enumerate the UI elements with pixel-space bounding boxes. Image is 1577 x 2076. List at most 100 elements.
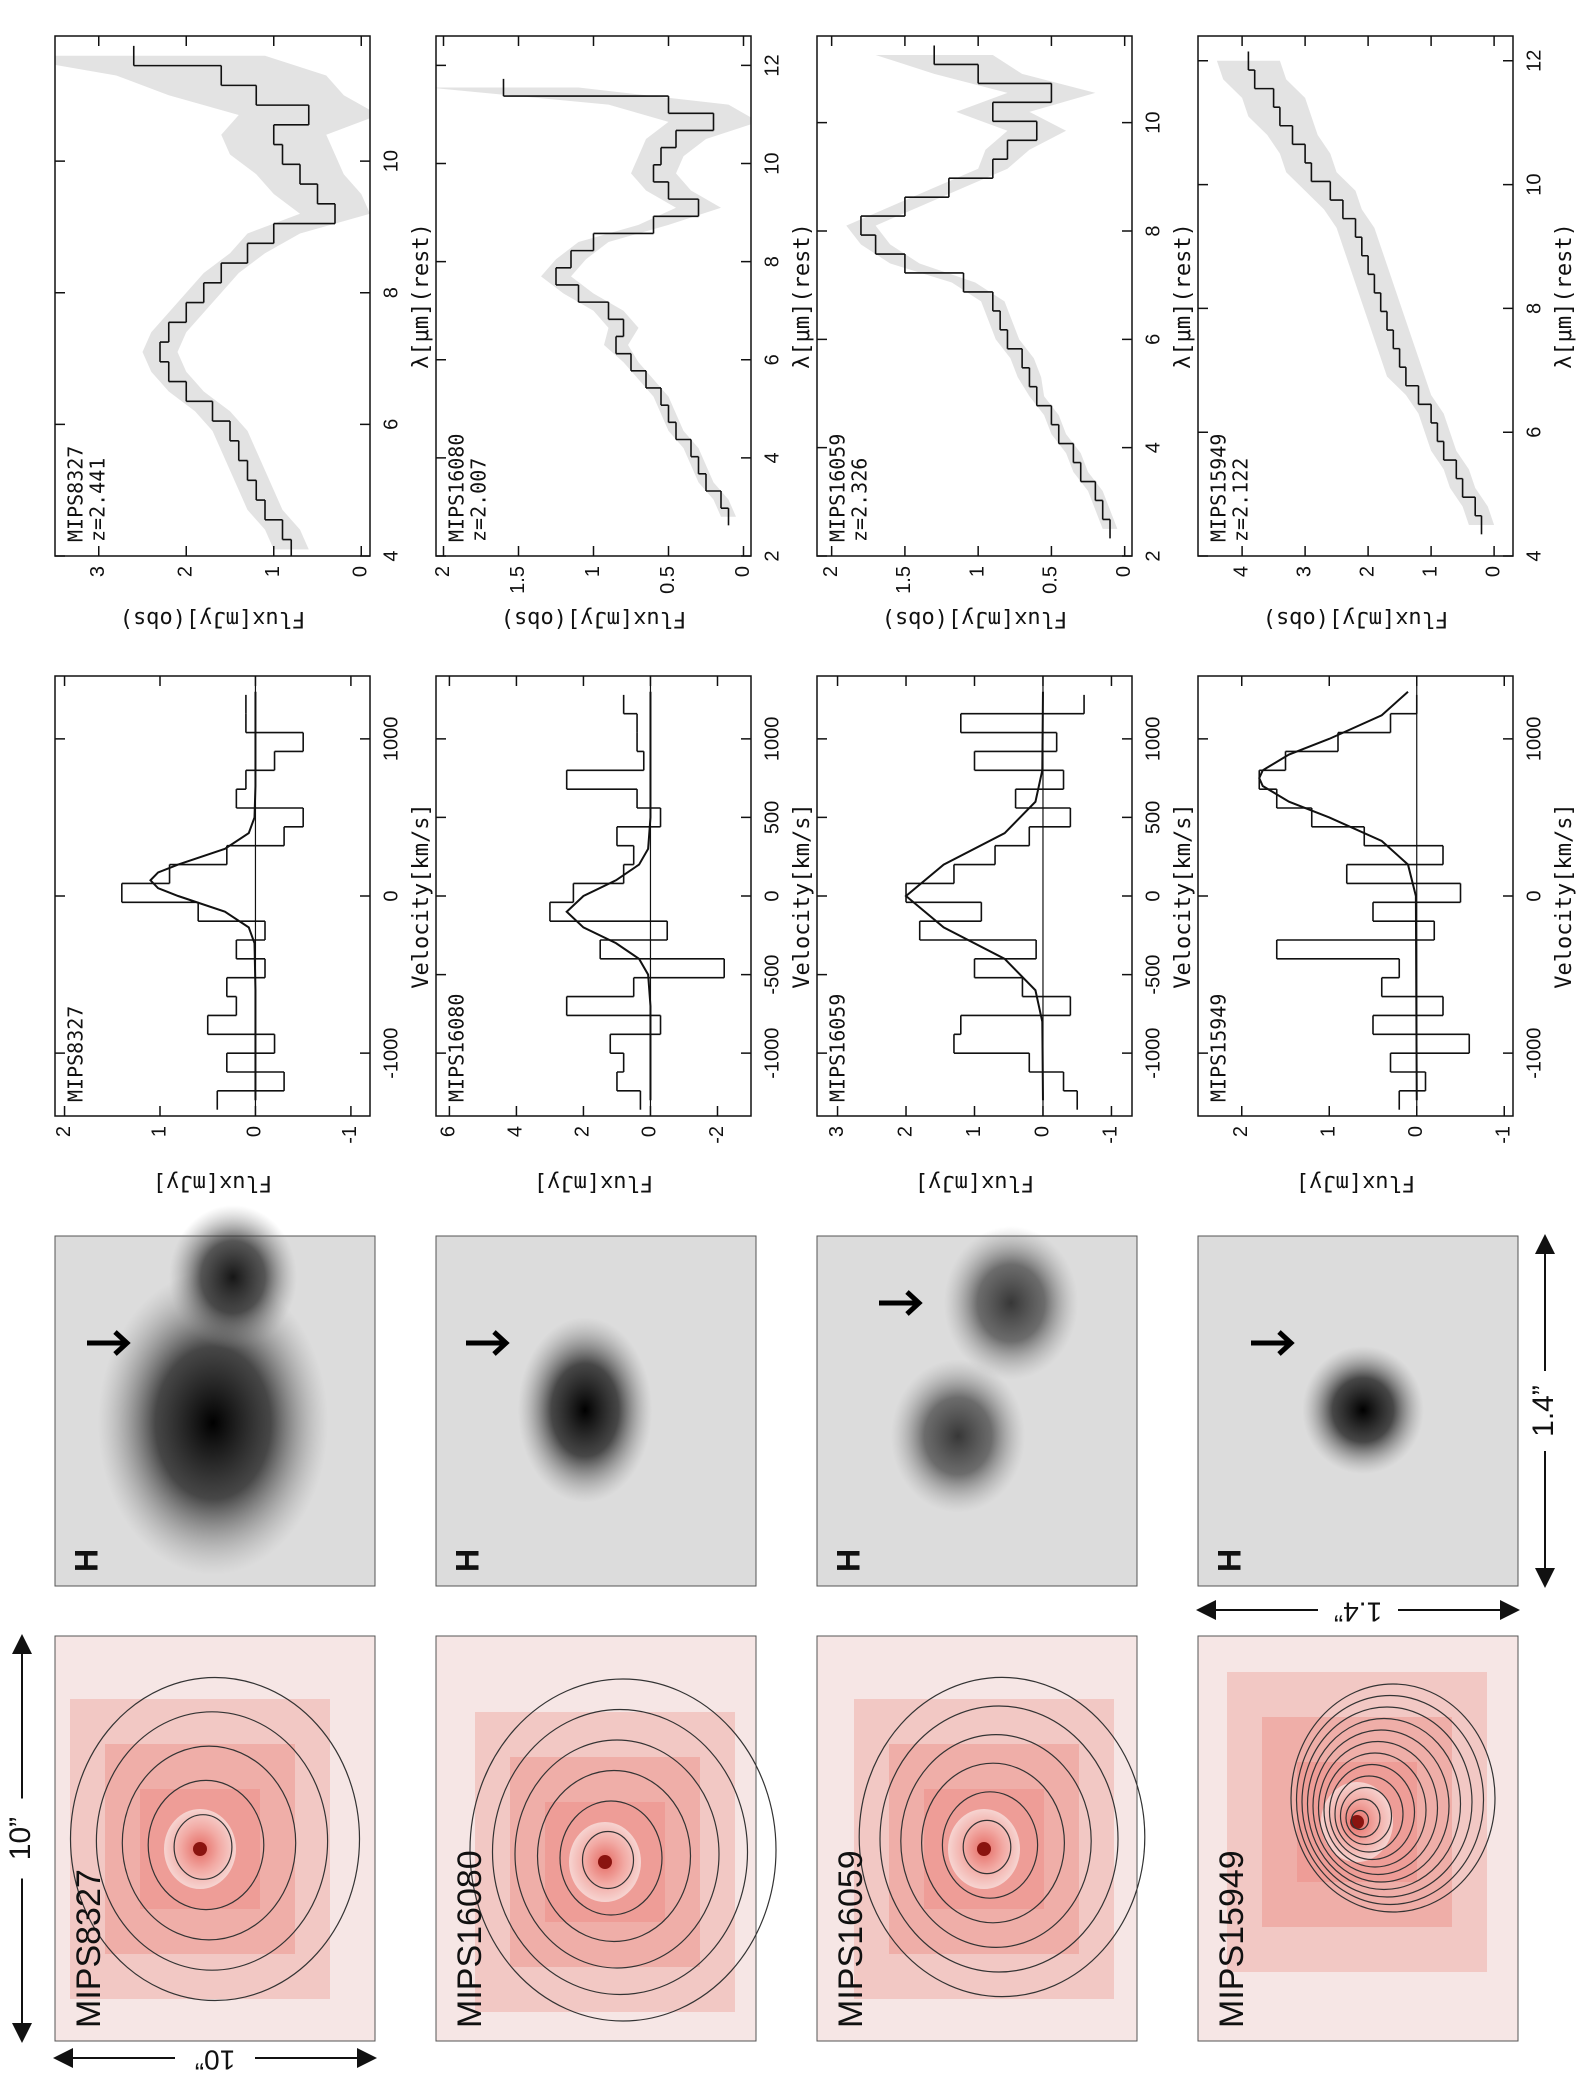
x-tick-label: 2 [1142, 550, 1164, 561]
x-tick-label: 500 [761, 801, 783, 834]
panel-label: MIPS16080 [445, 994, 469, 1102]
step-risers [121, 731, 304, 1092]
x-tick-label: 6 [1523, 427, 1545, 438]
x-tick-label: 1000 [1523, 717, 1545, 762]
step-risers [133, 64, 335, 541]
contour [147, 1779, 265, 1911]
y-tick-label: 1 [148, 1126, 170, 1137]
y-tick-label: 1.5 [893, 566, 915, 594]
x-tick-label: 8 [1142, 225, 1164, 236]
x-tick-label: 6 [380, 419, 402, 430]
step-risers [503, 95, 729, 509]
y-tick-label: 6 [438, 1126, 460, 1137]
y-tick-label: 2 [432, 566, 454, 577]
contour [514, 1739, 720, 1969]
step-risers [906, 712, 1085, 1092]
panel-label: MIPS16059 [826, 434, 850, 542]
plot-area [1216, 51, 1495, 535]
step-risers [549, 712, 725, 1092]
contour [1317, 1740, 1439, 1876]
panel-label: MIPS16059 [826, 994, 850, 1102]
x-tick-label: 0 [1142, 890, 1164, 901]
y-axis-label: Flux[mJy](obs) [120, 606, 305, 631]
plot-frame [54, 675, 371, 1117]
contour [1306, 1717, 1462, 1891]
h-label: H [449, 1549, 485, 1572]
panel-label: MIPS8327 [64, 446, 88, 542]
x-tick-label: 10 [1523, 173, 1545, 195]
contour [121, 1745, 297, 1941]
contour [1323, 1752, 1427, 1868]
x-axis-label: λ[μm](rest) [409, 223, 434, 369]
x-tick-label: 1000 [380, 717, 402, 762]
y-tick-label: 3 [87, 566, 109, 577]
source-core [193, 1842, 207, 1856]
plot-area [121, 676, 304, 1116]
y-tick-label: 4 [1230, 566, 1252, 577]
plot-frame [816, 675, 1133, 1117]
y-tick-label: 1 [966, 566, 988, 577]
x-tick-label: 4 [1142, 442, 1164, 453]
y-tick-label: 3 [826, 1126, 848, 1137]
step-risers [860, 63, 1111, 521]
scale-label: 1.4” [1334, 1597, 1382, 1628]
redshift-label: z=2.122 [1229, 458, 1253, 542]
y-tick-label: 2 [572, 1126, 594, 1137]
pointer-arrow [1251, 1330, 1295, 1356]
contour [69, 1676, 361, 2002]
contour [1295, 1694, 1485, 1906]
y-axis-label: Flux[mJy] [153, 1170, 272, 1195]
y-tick-label: -1 [1493, 1126, 1515, 1144]
plot-frame [1197, 675, 1514, 1117]
x-tick-label: -500 [1142, 955, 1164, 995]
contour [581, 1830, 635, 1890]
y-tick-label: 2 [175, 566, 197, 577]
y-tick-label: -1 [1100, 1126, 1122, 1144]
plot-frame [54, 35, 371, 557]
h-source [169, 1205, 297, 1349]
contour [1334, 1775, 1404, 1853]
plot-area [436, 78, 751, 526]
y-tick-label: 0 [244, 1126, 266, 1137]
y-tick-label: 2 [1356, 566, 1378, 577]
h-label: H [1211, 1549, 1247, 1572]
x-tick-label: 10 [380, 150, 402, 172]
x-tick-label: 8 [380, 287, 402, 298]
y-tick-label: 1 [1318, 1126, 1340, 1137]
y-tick-label: 1.5 [507, 566, 529, 594]
cutout-label: MIPS16080 [451, 1850, 489, 2028]
panel-label: MIPS8327 [64, 1006, 88, 1102]
y-tick-label: 1 [262, 566, 284, 577]
plot-area [846, 45, 1118, 539]
x-tick-label: 0 [380, 890, 402, 901]
redshift-label: z=2.441 [86, 458, 110, 542]
y-tick-label: 0 [732, 566, 754, 577]
x-axis-label: Velocity[km/s] [1552, 803, 1577, 988]
h-source [517, 1317, 653, 1503]
x-tick-label: 0 [1523, 890, 1545, 901]
x-tick-label: 8 [1523, 303, 1545, 314]
x-tick-label: -1000 [1523, 1028, 1545, 1079]
x-tick-label: 12 [1523, 50, 1545, 72]
contour [1312, 1729, 1450, 1883]
x-axis-label: Velocity[km/s] [790, 803, 815, 988]
source-core [977, 1842, 991, 1856]
h-source [890, 1359, 1026, 1513]
scale-label: 10” [4, 1817, 37, 1860]
h-source [97, 1271, 329, 1575]
panel-label: MIPS15949 [1207, 994, 1231, 1102]
contour [1328, 1763, 1416, 1861]
x-tick-label: 12 [761, 54, 783, 76]
step-risers [1259, 712, 1470, 1092]
h-label: H [68, 1549, 104, 1572]
plot-area [55, 45, 370, 556]
error-band [1216, 60, 1495, 526]
y-tick-label: 1 [1419, 566, 1441, 577]
rotated-figure: MIPS8327 H MIPS16080 H MIPS16059 H MIPS15949 H 1… [4, 35, 1577, 2076]
contour [962, 1819, 1012, 1875]
redshift-label: z=2.007 [467, 458, 491, 542]
y-tick-label: 0.5 [1040, 566, 1062, 594]
y-tick-label: 4 [505, 1126, 527, 1137]
y-tick-label: 2 [820, 566, 842, 577]
gaussian-fit [904, 691, 1044, 1101]
